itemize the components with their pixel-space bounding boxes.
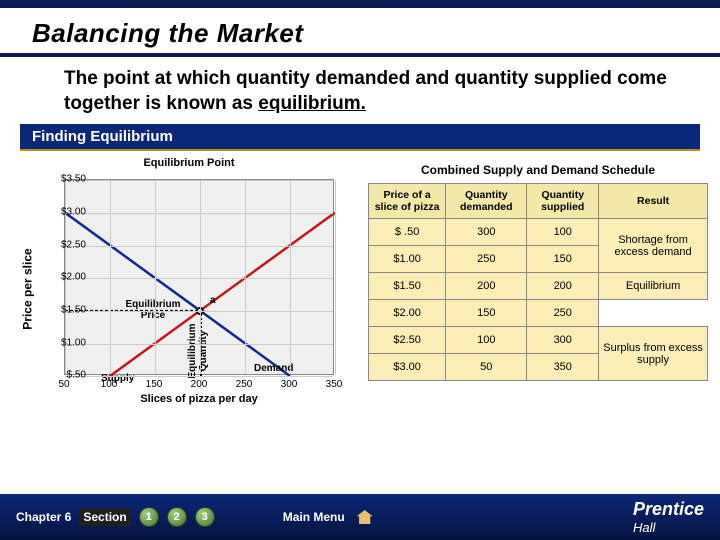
subtitle-area: The point at which quantity demanded and… xyxy=(0,57,720,124)
chart-column: Equilibrium Point Price per slice a Equi… xyxy=(16,155,362,409)
table-row: $ .50300100Shortage from excess demand xyxy=(369,219,708,246)
table-cell: $ .50 xyxy=(369,219,446,246)
table-cell: 150 xyxy=(527,246,599,273)
table-cell: 200 xyxy=(527,273,599,300)
chart: Price per slice a EquilibriumPrice Equil… xyxy=(16,169,362,409)
x-axis-label: Slices of pizza per day xyxy=(64,393,334,405)
table-body: $ .50300100Shortage from excess demand$1… xyxy=(369,219,708,381)
footer-chapter[interactable]: Chapter 6 xyxy=(16,510,71,524)
table-header: Quantity demanded xyxy=(446,184,527,219)
table-cell: 350 xyxy=(527,354,599,381)
table-cell: 100 xyxy=(527,219,599,246)
eq-price-label: EquilibriumPrice xyxy=(118,299,188,321)
table-header: Result xyxy=(599,184,708,219)
demand-label: Demand xyxy=(254,363,293,374)
table-row: $2.00150250 xyxy=(369,300,708,327)
footer-num-1[interactable]: 1 xyxy=(139,507,159,527)
table-cell: 150 xyxy=(446,300,527,327)
table-cell: 250 xyxy=(446,246,527,273)
table-row: $1.50200200Equilibrium xyxy=(369,273,708,300)
footer-main-menu[interactable]: Main Menu xyxy=(283,510,345,524)
table-cell-result: Surplus from excess supply xyxy=(599,327,708,381)
table-cell: $2.00 xyxy=(369,300,446,327)
table-cell-result: Shortage from excess demand xyxy=(599,219,708,273)
table-header: Quantity supplied xyxy=(527,184,599,219)
footer-section[interactable]: Section xyxy=(79,508,130,526)
page-title: Balancing the Market xyxy=(32,18,688,49)
table-cell: $3.00 xyxy=(369,354,446,381)
chart-title: Equilibrium Point xyxy=(16,157,362,169)
title-area: Balancing the Market xyxy=(0,8,720,53)
footer-num-3[interactable]: 3 xyxy=(195,507,215,527)
table-row: $2.50100300Surplus from excess supply xyxy=(369,327,708,354)
schedule-table: Price of a slice of pizzaQuantity demand… xyxy=(368,183,708,381)
table-cell-result: Equilibrium xyxy=(599,273,708,300)
demand-line xyxy=(65,213,290,376)
top-bar xyxy=(0,0,720,8)
section-heading: Finding Equilibrium xyxy=(20,124,700,151)
subtitle-text-b: equilibrium. xyxy=(258,93,366,114)
logo-line-2: Hall xyxy=(633,520,655,535)
subtitle: The point at which quantity demanded and… xyxy=(64,67,672,116)
table-cell: 300 xyxy=(527,327,599,354)
table-cell: $2.50 xyxy=(369,327,446,354)
home-icon[interactable] xyxy=(357,510,373,524)
table-header: Price of a slice of pizza xyxy=(369,184,446,219)
footer-num-2[interactable]: 2 xyxy=(167,507,187,527)
plot-area: a EquilibriumPrice EquilibriumQuantity S… xyxy=(64,179,334,375)
point-label-a: a xyxy=(210,295,216,306)
table-header-row: Price of a slice of pizzaQuantity demand… xyxy=(369,184,708,219)
eq-quantity-label: EquilibriumQuantity xyxy=(187,323,209,379)
table-cell: 300 xyxy=(446,219,527,246)
table-cell: 250 xyxy=(527,300,599,327)
table-title: Combined Supply and Demand Schedule xyxy=(368,155,708,183)
logo-line-1: Prentice xyxy=(633,503,704,518)
table-cell: 50 xyxy=(446,354,527,381)
y-axis-label: Price per slice xyxy=(20,249,34,330)
table-cell: 200 xyxy=(446,273,527,300)
table-cell: 100 xyxy=(446,327,527,354)
supply-line xyxy=(110,213,335,376)
footer: Chapter 6 Section 1 2 3 Main Menu Prenti… xyxy=(0,494,720,540)
table-cell: $1.00 xyxy=(369,246,446,273)
publisher-logo: Prentice Hall xyxy=(633,499,704,535)
table-cell: $1.50 xyxy=(369,273,446,300)
table-column: Combined Supply and Demand Schedule Pric… xyxy=(368,155,708,409)
content: Equilibrium Point Price per slice a Equi… xyxy=(0,151,720,413)
